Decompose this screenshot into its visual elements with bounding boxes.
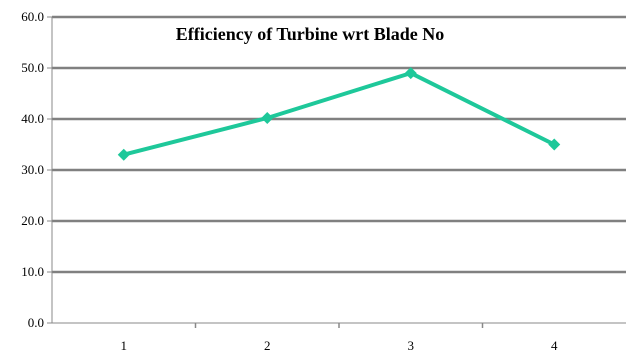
x-tick-label: 2 [264, 338, 271, 353]
y-tick-label: 0.0 [28, 315, 44, 330]
data-point-marker [404, 67, 417, 80]
series-line [123, 71, 556, 157]
data-point-marker [548, 138, 561, 151]
y-tick-label: 30.0 [21, 162, 44, 177]
data-point-marker [261, 111, 274, 124]
data-point-marker [117, 148, 130, 161]
x-tick-label: 3 [408, 338, 415, 353]
y-tick-label: 20.0 [21, 213, 44, 228]
y-tick-label: 60.0 [21, 9, 44, 24]
series-group [117, 67, 561, 161]
y-tick-label: 10.0 [21, 264, 44, 279]
chart-title: Efficiency of Turbine wrt Blade No [176, 24, 445, 44]
x-tick-label: 4 [551, 338, 558, 353]
gridlines [52, 15, 626, 274]
y-tick-label: 50.0 [21, 60, 44, 75]
y-tick-labels: 0.0 10.0 20.0 30.0 40.0 50.0 60.0 [21, 9, 52, 330]
y-tick-label: 40.0 [21, 111, 44, 126]
x-tick-labels: 1 2 3 4 [121, 323, 558, 353]
x-tick-label: 1 [121, 338, 128, 353]
